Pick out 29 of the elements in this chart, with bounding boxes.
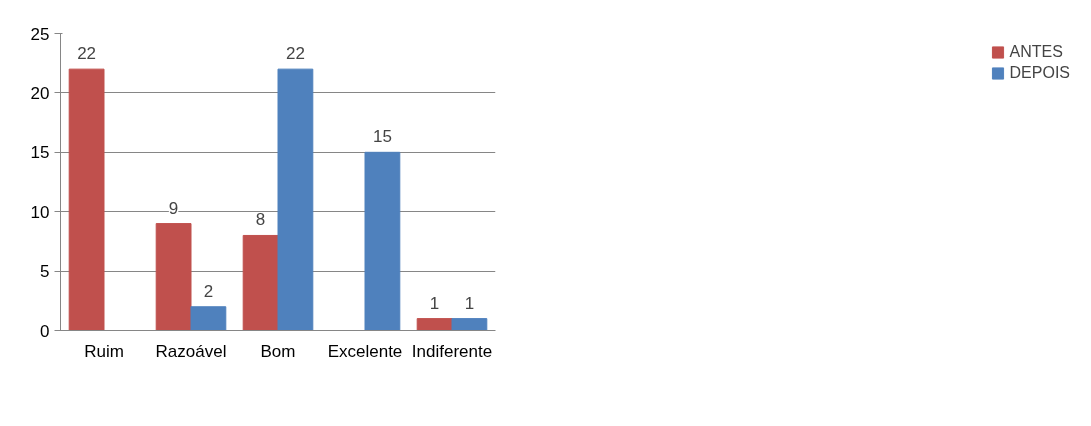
data-label: 2 xyxy=(203,281,214,301)
data-label: 22 xyxy=(285,44,305,64)
data-label: 1 xyxy=(429,293,440,313)
x-tick-label: Indiferente xyxy=(411,341,493,361)
bar xyxy=(190,306,227,331)
bar xyxy=(451,318,488,331)
bar xyxy=(155,223,192,331)
data-label: 1 xyxy=(464,293,475,313)
bar xyxy=(242,234,279,331)
legend-label: DEPOIS xyxy=(1009,64,1070,82)
bar xyxy=(277,68,314,331)
data-label: 8 xyxy=(255,210,266,230)
data-label: 9 xyxy=(168,198,179,218)
legend-label: ANTES xyxy=(1009,43,1063,61)
y-tick-label: 25 xyxy=(30,24,50,44)
x-tick-label: Bom xyxy=(260,341,296,361)
y-tick-label: 5 xyxy=(40,262,50,282)
bar xyxy=(416,318,453,331)
y-tick-label: 0 xyxy=(40,321,50,341)
data-label: 15 xyxy=(372,127,392,147)
y-tick-label: 15 xyxy=(30,143,50,163)
y-tick-label: 20 xyxy=(30,83,50,103)
x-tick-label: Excelente xyxy=(327,341,403,361)
x-tick-label: Ruim xyxy=(84,341,124,361)
data-label: 22 xyxy=(77,44,97,64)
y-tick-label: 10 xyxy=(30,202,50,222)
bar xyxy=(68,68,105,331)
x-tick-label: Razoável xyxy=(155,341,227,361)
bar xyxy=(364,151,401,331)
